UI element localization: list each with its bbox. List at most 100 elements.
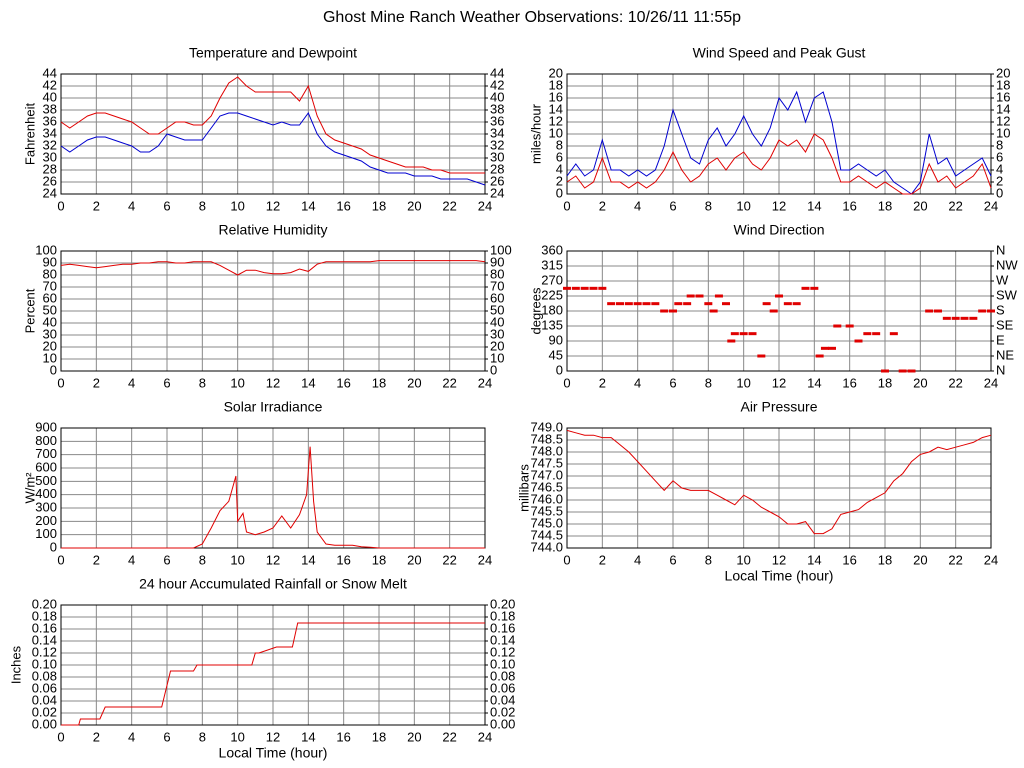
y-tick-label: 748.5 [530,431,563,446]
chart-title: Temperature and Dewpoint [189,45,357,61]
y2-tick-label: 0.00 [490,716,515,731]
y-tick-label: 0.00 [32,716,57,731]
data-point [960,316,969,320]
data-point [934,309,942,313]
x-axis-label: Local Time (hour) [219,745,328,761]
y2-tick-label: SE [996,317,1014,332]
x-tick-label: 0 [563,198,570,213]
y-tick-label: 8 [556,137,563,152]
x-tick-label: 6 [669,552,676,567]
y2-tick-label: 36 [490,113,504,128]
data-point [695,294,704,298]
data-point [660,309,669,313]
x-tick-label: 8 [705,375,712,390]
y-tick-label: 0.08 [32,668,57,683]
x-tick-label: 0 [57,375,64,390]
chart-title: Solar Irradiance [224,399,323,415]
x-tick-label: 6 [163,552,170,567]
x-tick-label: 16 [336,729,350,744]
data-point [969,316,978,320]
y-tick-label: 2 [556,173,563,188]
data-line [61,446,485,549]
data-point [709,309,718,313]
chart-title: Relative Humidity [219,222,328,238]
x-tick-label: 12 [772,375,786,390]
x-tick-label: 12 [266,198,280,213]
y-tick-label: 315 [541,257,563,272]
y-tick-label: 32 [43,137,57,152]
y2-tick-label: 40 [490,89,504,104]
x-tick-label: 10 [230,729,244,744]
x-tick-label: 22 [442,729,456,744]
x-tick-label: 24 [478,198,492,213]
y2-tick-label: NE [996,347,1014,362]
data-line [60,260,486,276]
y2-tick-label: 6 [996,149,1003,164]
y-tick-label: 10 [43,350,57,365]
y-tick-label: 0 [50,539,57,554]
data-point [907,369,916,373]
x-tick-label: 14 [301,198,315,213]
x-tick-label: 22 [442,375,456,390]
y2-tick-label: 2 [996,173,1003,188]
y-tick-label: 748.0 [530,443,563,458]
x-tick-label: 2 [599,198,606,213]
y-tick-label: 744.5 [530,527,563,542]
plot-frame [566,73,992,195]
y-tick-label: 50 [43,302,57,317]
plot-frame [566,427,992,549]
chart-title: Air Pressure [740,399,817,415]
y2-tick-label: E [996,332,1005,347]
x-tick-label: 4 [128,375,135,390]
data-point [714,294,723,298]
y-tick-label: 0.04 [32,692,57,707]
y2-tick-label: 4 [996,161,1003,176]
x-tick-label: 12 [772,198,786,213]
data-point [942,316,951,320]
x-tick-label: 8 [199,552,206,567]
data-point [801,286,810,290]
y-tick-label: 60 [43,290,57,305]
y2-tick-label: 50 [490,302,504,317]
data-line [566,133,992,195]
y2-tick-label: 0.20 [490,596,515,611]
data-point [683,302,692,306]
y-axis-label: millibars [516,464,531,512]
chart-title: 24 hour Accumulated Rainfall or Snow Mel… [139,576,407,592]
data-point [925,309,934,313]
x-tick-label: 20 [407,198,421,213]
x-tick-label: 24 [478,729,492,744]
y-tick-label: 0.02 [32,704,57,719]
page-title: Ghost Mine Ranch Weather Observations: 1… [323,9,741,26]
x-tick-label: 6 [163,375,170,390]
y2-tick-label: 34 [490,125,504,140]
y-tick-label: 14 [549,101,563,116]
data-point [978,309,987,313]
y2-tick-label: 0.18 [490,608,515,623]
y-tick-label: 100 [35,526,57,541]
x-tick-label: 0 [57,729,64,744]
y-tick-label: 745.5 [530,503,563,518]
y2-tick-label: 100 [490,242,512,257]
x-tick-label: 8 [199,729,206,744]
x-tick-label: 0 [57,552,64,567]
y2-tick-label: 28 [490,161,504,176]
y-tick-label: 0.18 [32,608,57,623]
x-tick-label: 4 [128,552,135,567]
y-tick-label: 20 [549,65,563,80]
y2-tick-label: 0.08 [490,668,515,683]
plot-frame [60,604,486,726]
x-tick-label: 14 [301,375,315,390]
y-tick-label: 34 [43,125,57,140]
data-point [642,302,651,306]
x-tick-label: 24 [984,552,998,567]
y-tick-label: 746.5 [530,479,563,494]
chart-title: Wind Speed and Peak Gust [693,45,866,61]
data-point [727,339,736,343]
data-line [61,622,485,726]
x-tick-label: 8 [199,375,206,390]
x-tick-label: 12 [266,375,280,390]
y2-tick-label: 30 [490,326,504,341]
data-point [563,286,571,290]
data-point [722,302,730,306]
